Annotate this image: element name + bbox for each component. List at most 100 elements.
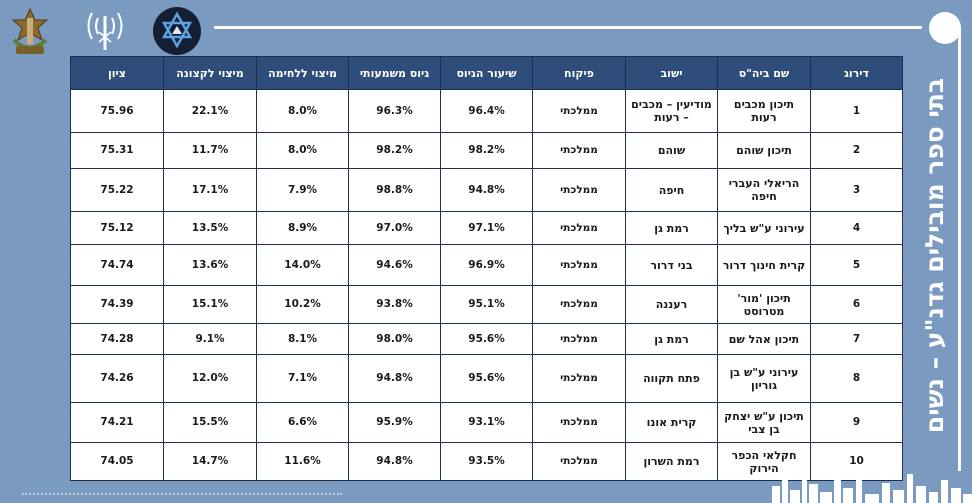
rank-cell: 3 — [810, 168, 903, 212]
header-locality: ישוב — [625, 56, 718, 90]
combat-rate-cell: 6.6% — [256, 402, 349, 443]
supervision-cell: ממלכתי — [532, 244, 626, 286]
supervision-cell: ממלכתי — [532, 89, 626, 133]
officer-rate-cell: 13.6% — [163, 244, 257, 286]
recruitment-rate-cell: 96.9% — [440, 244, 533, 286]
school-name-cell: הריאלי העברי חיפה — [717, 168, 811, 212]
rank-cell: 7 — [810, 323, 903, 355]
locality-cell: מודיעין – מכבים – רעות — [625, 89, 718, 133]
header-rank: דירוג — [810, 56, 903, 90]
score-cell: 74.39 — [70, 285, 164, 324]
rank-cell: 9 — [810, 402, 903, 443]
officer-rate-cell: 15.1% — [163, 285, 257, 324]
meaningful-service-cell: 97.0% — [348, 211, 441, 245]
meaningful-service-cell: 95.9% — [348, 402, 441, 443]
officer-rate-cell: 14.7% — [163, 442, 257, 481]
table-row: 6 תיכון 'מור' מטרוסט רעננה ממלכתי 95.1% 93.8%… — [70, 285, 903, 324]
rank-cell: 6 — [810, 285, 903, 324]
school-name-cell: תיכון שוהם — [717, 132, 811, 169]
locality-cell: בני דרור — [625, 244, 718, 286]
recruitment-rate-cell: 94.8% — [440, 168, 533, 212]
supervision-cell: ממלכתי — [532, 323, 626, 355]
school-name-cell: תיכון מכבים רעות — [717, 89, 811, 133]
signal-antenna-icon — [87, 12, 123, 50]
recruitment-rate-cell: 95.6% — [440, 354, 533, 403]
locality-cell: רמת השרון — [625, 442, 718, 481]
table-row: 1 תיכון מכבים רעות מודיעין – מכבים – רעות מ… — [70, 89, 903, 133]
score-cell: 75.22 — [70, 168, 164, 212]
score-cell: 74.26 — [70, 354, 164, 403]
table-row: 2 תיכון שוהם שוהם ממלכתי 98.2% 98.2% 8.0% 11.7%… — [70, 132, 903, 169]
supervision-cell: ממלכתי — [532, 211, 626, 245]
rankings-table-wrapper: דירוג שם ביה"ס ישוב פיקוח שיעור הגיוס גי… — [70, 56, 903, 481]
combat-rate-cell: 7.9% — [256, 168, 349, 212]
header-meaningful-service: גיוס משמעותי — [348, 56, 441, 90]
meaningful-service-cell: 94.8% — [348, 442, 441, 481]
header-supervision: פיקוח — [532, 56, 626, 90]
table-row: 3 הריאלי העברי חיפה חיפה ממלכתי 94.8% 98.8% 7.… — [70, 168, 903, 212]
table-header-row: דירוג שם ביה"ס ישוב פיקוח שיעור הגיוס גי… — [70, 56, 903, 90]
officer-rate-cell: 12.0% — [163, 354, 257, 403]
score-cell: 75.31 — [70, 132, 164, 169]
combat-rate-cell: 8.0% — [256, 89, 349, 133]
rankings-table: דירוג שם ביה"ס ישוב פיקוח שיעור הגיוס גי… — [70, 56, 903, 481]
recruitment-rate-cell: 98.2% — [440, 132, 533, 169]
meaningful-service-cell: 93.8% — [348, 285, 441, 324]
rank-cell: 1 — [810, 89, 903, 133]
officer-rate-cell: 22.1% — [163, 89, 257, 133]
page-title-vertical: בתי ספר מובילים גדנ"ע – נשים — [915, 55, 955, 455]
table-row: 7 תיכון אהל שם רמת גן ממלכתי 95.6% 98.0% 8.1% 9… — [70, 323, 903, 355]
supervision-cell: ממלכתי — [532, 442, 626, 481]
header-school-name: שם ביה"ס — [717, 56, 811, 90]
recruitment-rate-cell: 97.1% — [440, 211, 533, 245]
meaningful-service-cell: 98.2% — [348, 132, 441, 169]
locality-cell: רעננה — [625, 285, 718, 324]
locality-cell: רמת גן — [625, 211, 718, 245]
combat-rate-cell: 8.1% — [256, 323, 349, 355]
header-combat-rate: מיצוי ללחימה — [256, 56, 349, 90]
rank-cell: 8 — [810, 354, 903, 403]
school-name-cell: תיכון אהל שם — [717, 323, 811, 355]
officer-rate-cell: 13.5% — [163, 211, 257, 245]
school-name-cell: קרית חינוך דרור — [717, 244, 811, 286]
rank-cell: 2 — [810, 132, 903, 169]
rank-cell: 4 — [810, 211, 903, 245]
score-cell: 74.74 — [70, 244, 164, 286]
frame-right-line — [958, 26, 961, 471]
combat-rate-cell: 14.0% — [256, 244, 349, 286]
school-name-cell: תיכון 'מור' מטרוסט — [717, 285, 811, 324]
table-row: 5 קרית חינוך דרור בני דרור ממלכתי 96.9% 94.6%… — [70, 244, 903, 286]
table-row: 8 עירוני ע"ש בן גוריון פתח תקווה ממלכתי 95.6… — [70, 354, 903, 403]
meaningful-service-cell: 98.0% — [348, 323, 441, 355]
footer-dotted-line — [22, 493, 342, 499]
school-name-cell: עירוני ע"ש בן גוריון — [717, 354, 811, 403]
supervision-cell: ממלכתי — [532, 132, 626, 169]
meaningful-service-cell: 94.8% — [348, 354, 441, 403]
supervision-cell: ממלכתי — [532, 168, 626, 212]
recruitment-rate-cell: 95.1% — [440, 285, 533, 324]
score-cell: 75.96 — [70, 89, 164, 133]
header-recruitment-rate: שיעור הגיוס — [440, 56, 533, 90]
supervision-cell: ממלכתי — [532, 402, 626, 443]
combat-rate-cell: 7.1% — [256, 354, 349, 403]
score-cell: 74.21 — [70, 402, 164, 443]
officer-rate-cell: 17.1% — [163, 168, 257, 212]
table-row: 4 עירוני ע"ש בליך רמת גן ממלכתי 97.1% 97.0% 8.… — [70, 211, 903, 245]
recruitment-rate-cell: 96.4% — [440, 89, 533, 133]
score-cell: 74.05 — [70, 442, 164, 481]
officer-rate-cell: 11.7% — [163, 132, 257, 169]
frame-corner-circle — [929, 12, 961, 44]
rank-cell: 5 — [810, 244, 903, 286]
locality-cell: רמת גן — [625, 323, 718, 355]
recruitment-rate-cell: 95.6% — [440, 323, 533, 355]
locality-cell: חיפה — [625, 168, 718, 212]
table-row: 9 תיכון ע"ש יצחק בן צבי קרית אונו ממלכתי 93.… — [70, 402, 903, 443]
locality-cell: שוהם — [625, 132, 718, 169]
locality-cell: פתח תקווה — [625, 354, 718, 403]
combat-rate-cell: 8.0% — [256, 132, 349, 169]
combat-rate-cell: 11.6% — [256, 442, 349, 481]
meaningful-service-cell: 98.8% — [348, 168, 441, 212]
score-cell: 75.12 — [70, 211, 164, 245]
recruitment-rate-cell: 93.1% — [440, 402, 533, 443]
frame-top-line — [214, 26, 922, 29]
